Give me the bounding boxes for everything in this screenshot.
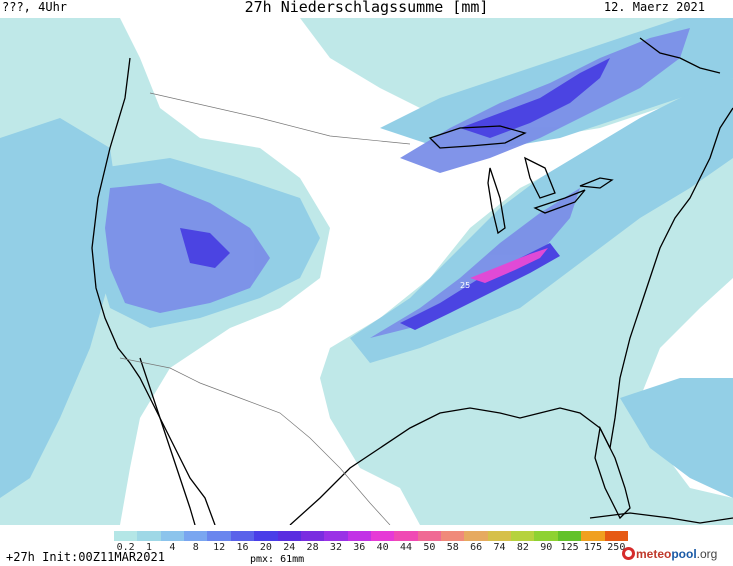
max-precip-layer xyxy=(470,248,548,283)
legend-swatch xyxy=(160,531,185,541)
legend-tick-label: 8 xyxy=(192,542,199,553)
legend-tick-label: 66 xyxy=(470,542,483,553)
great-lakes-deep xyxy=(460,58,610,138)
political-borders xyxy=(119,92,411,525)
legend-tick-label: 90 xyxy=(540,542,553,553)
weekday-hour-label: ???, 4Uhr xyxy=(2,0,68,14)
pacific-mid-area xyxy=(0,118,120,498)
legend-swatch xyxy=(557,531,582,541)
legend-tick-label: 40 xyxy=(376,542,389,553)
legend-swatch xyxy=(347,531,371,541)
lake-ontario xyxy=(579,177,614,189)
atlantic-coastline xyxy=(609,107,733,449)
footer-bar: 0.2 1 4 8 12 16 20 24 28 32 36 40 44 50 58 66 74 82 90 125 1… xyxy=(0,525,733,566)
legend-swatch xyxy=(394,531,418,541)
legend-swatch xyxy=(417,531,442,541)
legend-tick-label: 28 xyxy=(306,542,319,553)
legend-tick-label: 250 xyxy=(607,542,626,553)
us-canada-border xyxy=(149,92,411,145)
legend-tick-label: 20 xyxy=(259,542,272,553)
legend-swatch xyxy=(184,531,208,541)
map-canvas: 25 xyxy=(0,18,733,525)
map-title: 27h Niederschlagssumme [mm] xyxy=(244,0,489,16)
coastlines xyxy=(91,37,733,525)
lake-superior xyxy=(428,125,527,149)
legend-swatch xyxy=(300,531,325,541)
legend-tick-label: 74 xyxy=(493,542,506,553)
legend-swatch xyxy=(254,531,278,541)
legend-swatch xyxy=(230,531,255,541)
legend-swatch xyxy=(277,531,301,541)
max-value-label: 25 xyxy=(460,281,470,290)
baja-peninsula xyxy=(139,357,216,525)
hudson-bay-edge xyxy=(639,37,721,74)
legend-swatch xyxy=(511,531,535,541)
legend-swatch xyxy=(324,531,348,541)
legend-tick-label: 82 xyxy=(516,542,529,553)
precip-color-legend xyxy=(114,531,628,541)
us-mexico-border xyxy=(119,357,391,525)
legend-tick-label: 24 xyxy=(283,542,296,553)
init-time: Init:00Z11MAR2021 xyxy=(42,550,165,564)
legend-swatch xyxy=(487,531,512,541)
legend-tick-label: 58 xyxy=(446,542,459,553)
pmx-label: pmx: 61mm xyxy=(250,554,305,565)
brand-tld: .org xyxy=(696,547,718,561)
legend-tick-label: 175 xyxy=(583,542,602,553)
gulf-coastline xyxy=(289,407,611,525)
legend-tick-label: 0.2 xyxy=(116,542,135,553)
legend-tick-label: 36 xyxy=(353,542,366,553)
init-time-label: +27h Init:00Z11MAR2021 xyxy=(6,551,165,564)
legend-swatch xyxy=(370,531,395,541)
legend-swatch xyxy=(604,531,628,541)
legend-swatch xyxy=(137,531,161,541)
brand-main: meteo xyxy=(636,547,672,561)
legend-tick-label: 32 xyxy=(329,542,342,553)
legend-tick-label: 1 xyxy=(146,542,153,553)
lake-huron xyxy=(524,156,556,199)
legend-tick-label: 125 xyxy=(560,542,579,553)
legend-tick-label: 16 xyxy=(236,542,249,553)
legend-swatch xyxy=(464,531,488,541)
header-bar: ???, 4Uhr 27h Niederschlagssumme [mm] 12… xyxy=(0,0,733,18)
legend-tick-label: 12 xyxy=(213,542,226,553)
legend-swatch xyxy=(114,531,138,541)
legend-tick-label: 44 xyxy=(400,542,413,553)
legend-swatch xyxy=(581,531,605,541)
cuba-outline xyxy=(589,512,733,524)
west-deep-spots xyxy=(180,228,230,268)
gulf-light-area xyxy=(330,408,650,498)
precipitation-map[interactable]: 25 xyxy=(0,18,733,525)
forecast-hour: +27h xyxy=(6,550,35,564)
central-blue-band xyxy=(370,188,580,338)
legend-swatch xyxy=(441,531,465,541)
meteopool-logo-icon xyxy=(622,547,635,560)
brand-pool: pool xyxy=(671,547,697,561)
lake-michigan xyxy=(487,167,506,235)
max-core xyxy=(470,248,548,283)
brand-link[interactable]: meteopool.org xyxy=(636,547,717,561)
legend-tick-label: 4 xyxy=(169,542,176,553)
pacific-coastline xyxy=(91,57,196,525)
legend-swatch xyxy=(207,531,231,541)
legend-swatch xyxy=(534,531,558,541)
atlantic-mid xyxy=(620,378,733,498)
legend-tick-label: 50 xyxy=(423,542,436,553)
valid-date: 12. Maerz 2021 xyxy=(603,0,705,14)
lake-erie xyxy=(533,189,586,214)
